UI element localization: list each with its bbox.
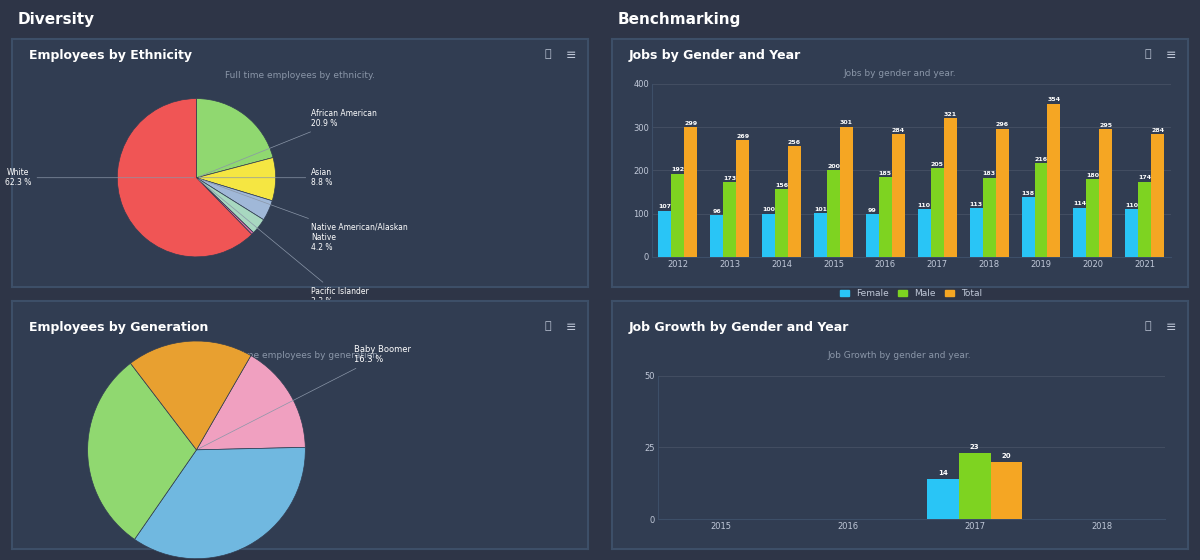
Text: ≡: ≡: [566, 321, 576, 334]
Text: Diversity: Diversity: [18, 12, 95, 27]
Text: Jobs by Gender and Year: Jobs by Gender and Year: [629, 49, 802, 62]
Text: ⓘ: ⓘ: [545, 49, 552, 59]
Text: ⓘ: ⓘ: [545, 321, 552, 331]
Text: Employees by Ethnicity: Employees by Ethnicity: [29, 49, 192, 62]
Text: Full time employees by ethnicity.: Full time employees by ethnicity.: [226, 71, 376, 80]
Text: ≡: ≡: [1165, 321, 1176, 334]
Text: Employees by Generation: Employees by Generation: [29, 321, 209, 334]
Text: Jobs by gender and year.: Jobs by gender and year.: [844, 69, 956, 78]
Text: Job Growth by Gender and Year: Job Growth by Gender and Year: [629, 321, 850, 334]
Text: ⓘ: ⓘ: [1145, 49, 1151, 59]
Text: ⓘ: ⓘ: [1145, 321, 1151, 331]
Text: ≡: ≡: [1165, 49, 1176, 62]
Text: Full time employees by generation.: Full time employees by generation.: [220, 351, 380, 360]
Text: Benchmarking: Benchmarking: [618, 12, 742, 27]
Text: Job Growth by gender and year.: Job Growth by gender and year.: [828, 351, 972, 360]
Text: ≡: ≡: [566, 49, 576, 62]
